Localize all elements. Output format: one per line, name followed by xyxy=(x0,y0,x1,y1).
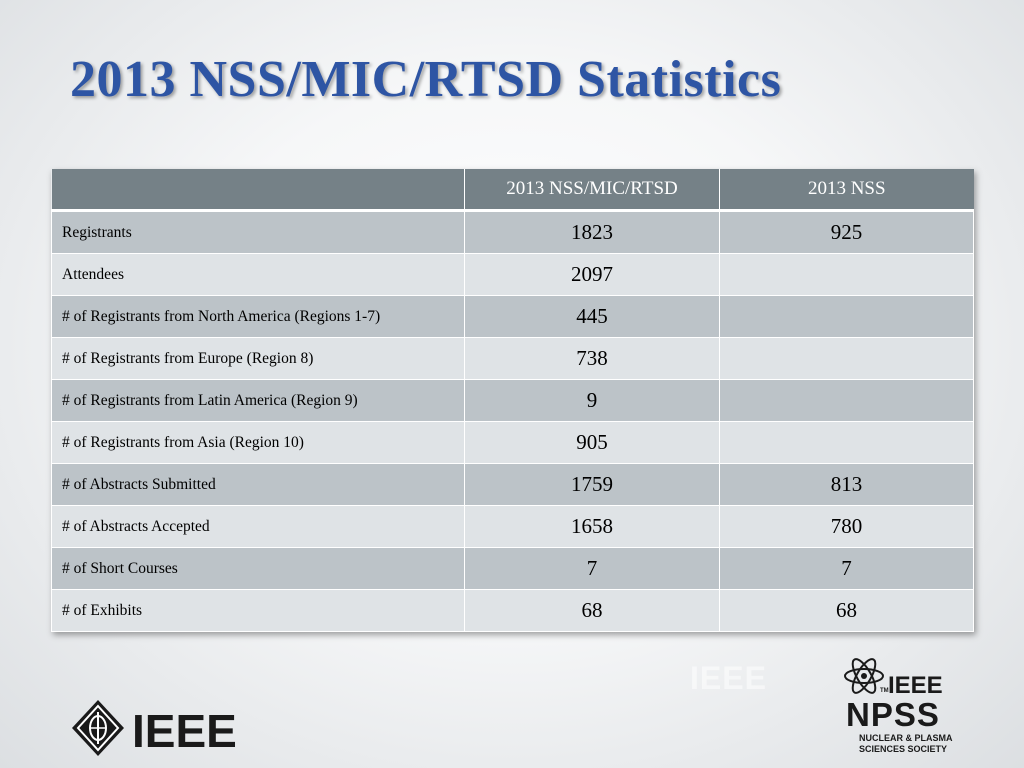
cell-nss-mic-rtsd: 1658 xyxy=(464,505,720,548)
table-header-row: 2013 NSS/MIC/RTSD 2013 NSS xyxy=(51,169,974,212)
table-row: # of Registrants from Latin America (Reg… xyxy=(51,379,974,422)
table-row: # of Abstracts Submitted 1759 813 xyxy=(51,463,974,506)
cell-nss xyxy=(719,295,974,338)
column-header-nss-mic-rtsd: 2013 NSS/MIC/RTSD xyxy=(464,169,720,212)
cell-nss-mic-rtsd: 905 xyxy=(464,421,720,464)
row-label: # of Registrants from Latin America (Reg… xyxy=(51,379,465,422)
cell-nss-mic-rtsd: 7 xyxy=(464,547,720,590)
row-label: # of Abstracts Submitted xyxy=(51,463,465,506)
table-row: Attendees 2097 xyxy=(51,253,974,296)
column-header-blank xyxy=(51,169,465,212)
row-label: # of Registrants from Asia (Region 10) xyxy=(51,421,465,464)
cell-nss xyxy=(719,337,974,380)
cell-nss xyxy=(719,379,974,422)
cell-nss-mic-rtsd: 1823 xyxy=(464,210,720,254)
cell-nss-mic-rtsd: 738 xyxy=(464,337,720,380)
cell-nss-mic-rtsd: 1759 xyxy=(464,463,720,506)
table-row: # of Registrants from Asia (Region 10) 9… xyxy=(51,421,974,464)
npss-ieee-text: IEEE xyxy=(888,672,943,699)
npss-text: NPSS xyxy=(846,696,940,733)
row-label: # of Short Courses xyxy=(51,547,465,590)
cell-nss-mic-rtsd: 445 xyxy=(464,295,720,338)
table-row: # of Registrants from North America (Reg… xyxy=(51,295,974,338)
cell-nss: 925 xyxy=(719,210,974,254)
cell-nss-mic-rtsd: 9 xyxy=(464,379,720,422)
atom-orbit-icon xyxy=(844,658,884,694)
npss-subtitle-line1: NUCLEAR & PLASMA xyxy=(859,733,953,743)
statistics-table: 2013 NSS/MIC/RTSD 2013 NSS Registrants 1… xyxy=(51,169,974,632)
cell-nss-mic-rtsd: 68 xyxy=(464,589,720,632)
row-label: # of Registrants from Europe (Region 8) xyxy=(51,337,465,380)
npss-tm-mark: TM xyxy=(880,688,889,694)
row-label: Attendees xyxy=(51,253,465,296)
cell-nss: 813 xyxy=(719,463,974,506)
ieee-logo-text: IEEE xyxy=(132,705,237,757)
table-row: # of Registrants from Europe (Region 8) … xyxy=(51,337,974,380)
row-label: # of Exhibits xyxy=(51,589,465,632)
slide-title: 2013 NSS/MIC/RTSD Statistics xyxy=(70,51,782,108)
row-label: # of Abstracts Accepted xyxy=(51,505,465,548)
npss-subtitle-line2: SCIENCES SOCIETY xyxy=(859,744,948,754)
table-row: Registrants 1823 925 xyxy=(51,210,974,254)
npss-logo: TM IEEE NPSS NUCLEAR & PLASMA SCIENCES S… xyxy=(840,652,960,756)
cell-nss xyxy=(719,253,974,296)
table-row: # of Exhibits 68 68 xyxy=(51,589,974,632)
cell-nss: 780 xyxy=(719,505,974,548)
cell-nss xyxy=(719,421,974,464)
ieee-logo: IEEE xyxy=(72,700,237,757)
table-row: # of Short Courses 7 7 xyxy=(51,547,974,590)
column-header-nss: 2013 NSS xyxy=(719,169,974,212)
table-row: # of Abstracts Accepted 1658 780 xyxy=(51,505,974,548)
ieee-diamond-logo-icon xyxy=(72,700,124,756)
ghost-ieee-watermark: IEEE xyxy=(690,660,767,696)
cell-nss: 68 xyxy=(719,589,974,632)
cell-nss: 7 xyxy=(719,547,974,590)
row-label: Registrants xyxy=(51,210,465,254)
row-label: # of Registrants from North America (Reg… xyxy=(51,295,465,338)
cell-nss-mic-rtsd: 2097 xyxy=(464,253,720,296)
